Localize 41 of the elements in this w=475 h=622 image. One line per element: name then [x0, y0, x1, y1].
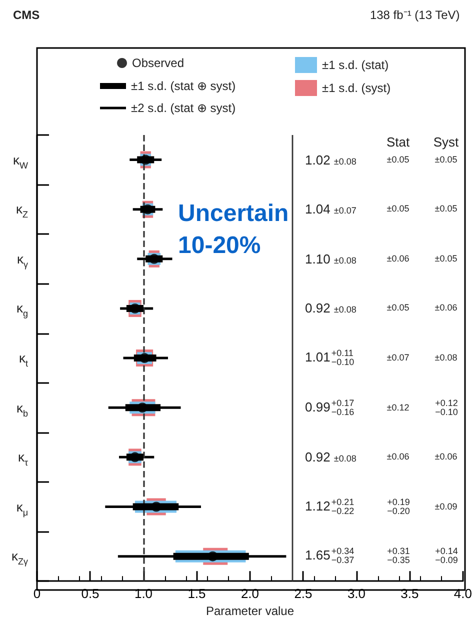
- y-tick-label: κ$_{W}$: [13, 152, 28, 170]
- annotation: ±0.06: [434, 302, 458, 313]
- annotation: ±0.12: [386, 402, 410, 412]
- annotation: ±0.05: [434, 154, 458, 164]
- chart-subtitle: 138 fb⁻¹ (13 TeV): [370, 8, 460, 22]
- y-tick-label: κ$_{μ}$: [16, 499, 28, 518]
- annotation: ±0.06: [386, 253, 410, 264]
- y-tick-label: κ$_{t}$: [18, 350, 28, 368]
- annotation: Uncertain: [178, 200, 289, 227]
- annotation: ±0.06: [386, 452, 410, 462]
- legend-label: Observed: [132, 56, 184, 70]
- y-tick-label: κ$_{τ}$: [18, 450, 28, 468]
- annotation: 1.02 ±0.08: [305, 152, 356, 168]
- legend-label: ±1 s.d. (stat): [322, 58, 389, 72]
- x-axis-title: Parameter value: [206, 604, 294, 618]
- chart-title: CMS: [13, 8, 40, 22]
- annotation: ±0.05: [434, 253, 458, 264]
- annotation: ±0.07: [386, 352, 410, 363]
- annotation: ±0.05: [434, 204, 458, 214]
- annotation: ±0.08: [434, 352, 458, 363]
- y-tick-label: κ$_{g}$: [16, 301, 28, 319]
- y-tick-label: κ$_{Z}$: [16, 202, 28, 220]
- annotation: 0.92 ±0.08: [305, 300, 356, 316]
- legend-label: ±1 s.d. (stat ⊕ syst): [131, 79, 236, 93]
- annotation: 1.10 ±0.08: [305, 251, 356, 266]
- x-tick-label: 4.0: [454, 586, 472, 602]
- annotation: ±0.05: [386, 204, 410, 214]
- y-tick-label: κ$_{Zγ}$: [12, 549, 28, 567]
- annotation: 10-20%: [178, 232, 261, 259]
- legend-label: ±2 s.d. (stat ⊕ syst): [131, 101, 236, 115]
- annotation: ±0.09: [434, 501, 458, 512]
- annotation: ±0.06: [434, 452, 458, 462]
- annotation: Stat: [386, 134, 410, 150]
- y-tick-label: κ$_{γ}$: [17, 252, 28, 270]
- annotation: 1.04 ±0.07: [305, 202, 356, 217]
- annotation: Syst: [433, 134, 459, 150]
- annotation: ±0.05: [386, 154, 410, 164]
- legend-label: ±1 s.d. (syst): [322, 81, 391, 95]
- annotation: ±0.05: [386, 302, 410, 313]
- annotation: 0.92 ±0.08: [305, 450, 356, 465]
- y-tick-label: κ$_{b}$: [16, 400, 28, 418]
